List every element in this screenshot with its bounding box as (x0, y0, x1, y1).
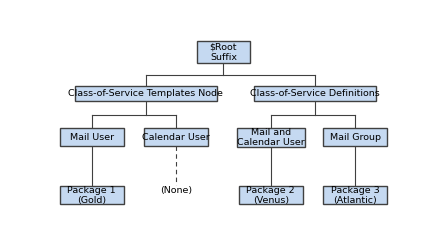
FancyBboxPatch shape (75, 86, 217, 102)
Text: Mail and
Calendar User: Mail and Calendar User (237, 128, 305, 147)
Text: Package 3
(Atlantic): Package 3 (Atlantic) (331, 185, 380, 205)
FancyBboxPatch shape (254, 86, 375, 102)
Text: Package 1
(Gold): Package 1 (Gold) (67, 185, 116, 205)
FancyBboxPatch shape (237, 127, 304, 147)
FancyBboxPatch shape (323, 128, 387, 146)
Text: (None): (None) (160, 186, 192, 195)
Text: Class-of-Service Templates Node: Class-of-Service Templates Node (68, 90, 223, 98)
Text: Mail User: Mail User (70, 133, 114, 142)
Text: Calendar User: Calendar User (142, 133, 210, 142)
FancyBboxPatch shape (238, 186, 303, 204)
FancyBboxPatch shape (197, 41, 250, 63)
Text: Package 2
(Venus): Package 2 (Venus) (246, 185, 295, 205)
FancyBboxPatch shape (144, 128, 208, 146)
FancyBboxPatch shape (60, 128, 124, 146)
Text: Class-of-Service Definitions: Class-of-Service Definitions (250, 90, 380, 98)
FancyBboxPatch shape (60, 186, 124, 204)
Text: $Root
Suffix: $Root Suffix (210, 43, 237, 62)
Text: Mail Group: Mail Group (330, 133, 381, 142)
FancyBboxPatch shape (323, 186, 387, 204)
